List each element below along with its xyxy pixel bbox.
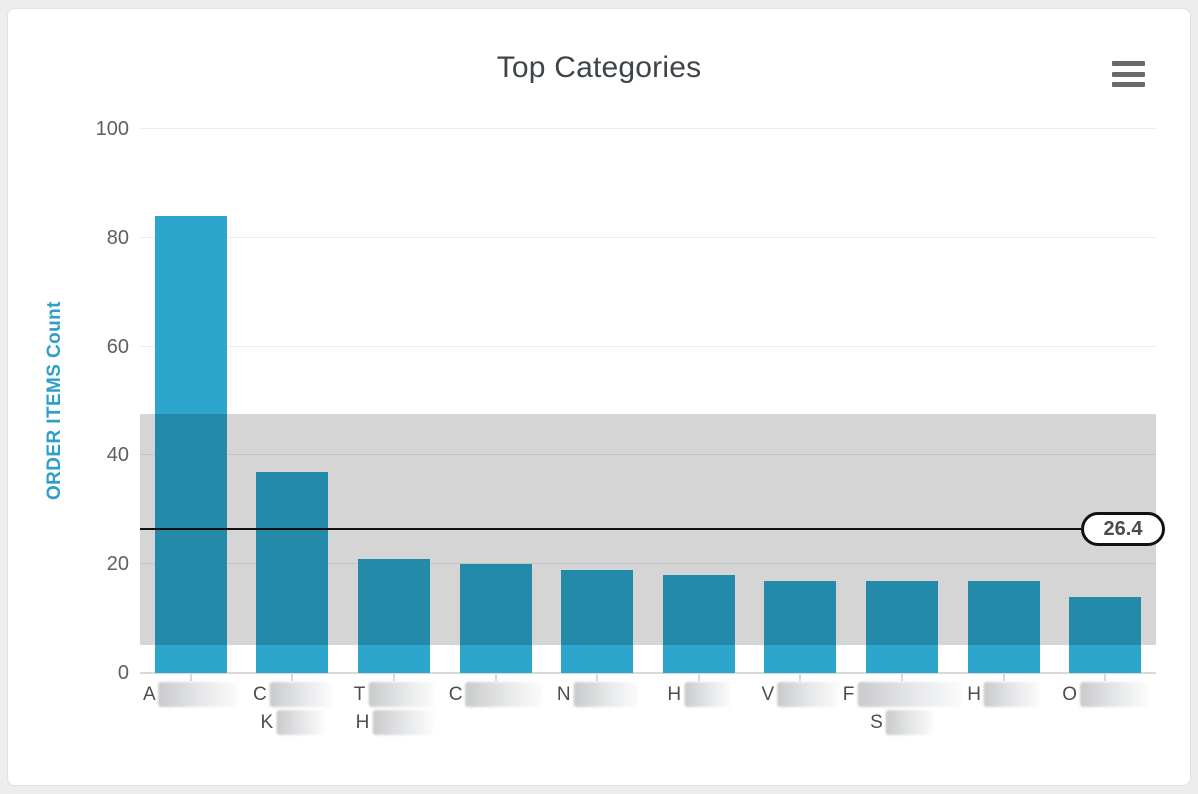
x-label-letter: F <box>842 684 855 705</box>
x-tick <box>189 674 192 681</box>
bar-category-1[interactable] <box>154 216 227 673</box>
x-label-letter: N <box>556 684 571 705</box>
mean-value-label: 26.4 <box>1081 512 1165 547</box>
hamburger-icon <box>1112 82 1145 87</box>
hamburger-icon <box>1112 71 1145 77</box>
x-label-category-6: H <box>667 682 731 707</box>
x-tick <box>1104 674 1107 681</box>
bar-category-5[interactable] <box>561 569 634 673</box>
redacted-label-box <box>465 682 543 707</box>
redacted-label-box <box>777 682 840 707</box>
x-label-letter: T <box>353 684 366 705</box>
y-tick-label: 0 <box>117 662 129 684</box>
chart-context-menu-button[interactable] <box>1112 59 1148 89</box>
chart-card: Top Categories ORDER ITEMS Count 0 20 40 60… <box>7 8 1191 786</box>
x-label-letter: H <box>967 684 981 705</box>
bar-category-6[interactable] <box>662 575 735 673</box>
gridline <box>140 563 1156 565</box>
y-axis-tick-labels: 0 20 40 60 80 100 <box>8 118 129 684</box>
x-tick <box>291 674 294 681</box>
redacted-label-box <box>573 682 638 707</box>
y-tick-label: 20 <box>106 553 129 576</box>
bar-category-3[interactable] <box>358 558 430 673</box>
x-label-category-4: C <box>449 682 543 707</box>
x-tick <box>596 674 599 681</box>
mean-line <box>140 528 1081 531</box>
redacted-label-box <box>269 682 332 707</box>
x-axis-line <box>140 672 1156 674</box>
y-tick-label: 80 <box>106 226 129 249</box>
x-label-category-1: A <box>143 682 239 707</box>
redacted-label-box <box>372 710 433 735</box>
x-label-letter: H <box>355 712 370 733</box>
y-tick-label: 100 <box>95 118 129 140</box>
redacted-label-box <box>684 682 731 707</box>
bar-category-2[interactable] <box>256 471 329 673</box>
gridline <box>140 236 1156 238</box>
x-tick <box>799 674 802 681</box>
x-label-letter: C <box>448 684 463 705</box>
plot-area: 26.4 <box>140 128 1165 673</box>
bar-category-8[interactable] <box>866 580 938 673</box>
x-label-category-9: H <box>967 682 1040 707</box>
gridline <box>140 128 1156 129</box>
x-tick <box>901 674 903 681</box>
redacted-label-box <box>885 710 934 735</box>
redacted-label-box <box>158 682 239 707</box>
x-label-category-7: V <box>762 682 840 707</box>
redacted-label-box <box>983 682 1040 707</box>
x-label-letter: S <box>870 712 883 733</box>
redacted-label-box <box>368 682 435 707</box>
x-label-letter: H <box>667 684 682 705</box>
x-tick <box>494 674 497 681</box>
x-label-letter: O <box>1062 684 1078 705</box>
x-tick <box>393 674 395 681</box>
x-label-letter: K <box>260 712 274 733</box>
x-label-letter: C <box>253 684 267 705</box>
bar-category-7[interactable] <box>764 580 837 673</box>
x-label-letter: A <box>142 684 156 705</box>
bar-category-9[interactable] <box>967 580 1040 673</box>
gridline <box>140 345 1156 347</box>
y-tick-label: 60 <box>106 335 129 358</box>
redacted-label-box <box>857 682 962 707</box>
bar-category-4[interactable] <box>459 564 532 673</box>
gridline <box>140 454 1156 456</box>
hamburger-icon <box>1112 61 1145 66</box>
redacted-label-box <box>276 710 325 735</box>
bar-category-10[interactable] <box>1069 596 1142 673</box>
chart-title: Top Categories <box>496 51 702 84</box>
x-label-category-10: O <box>1062 682 1149 707</box>
x-label-category-5: N <box>557 682 638 707</box>
x-tick <box>697 674 700 681</box>
y-tick-label: 40 <box>106 444 129 467</box>
x-label-letter: V <box>761 684 775 705</box>
x-tick <box>1002 674 1005 681</box>
redacted-label-box <box>1080 682 1149 707</box>
